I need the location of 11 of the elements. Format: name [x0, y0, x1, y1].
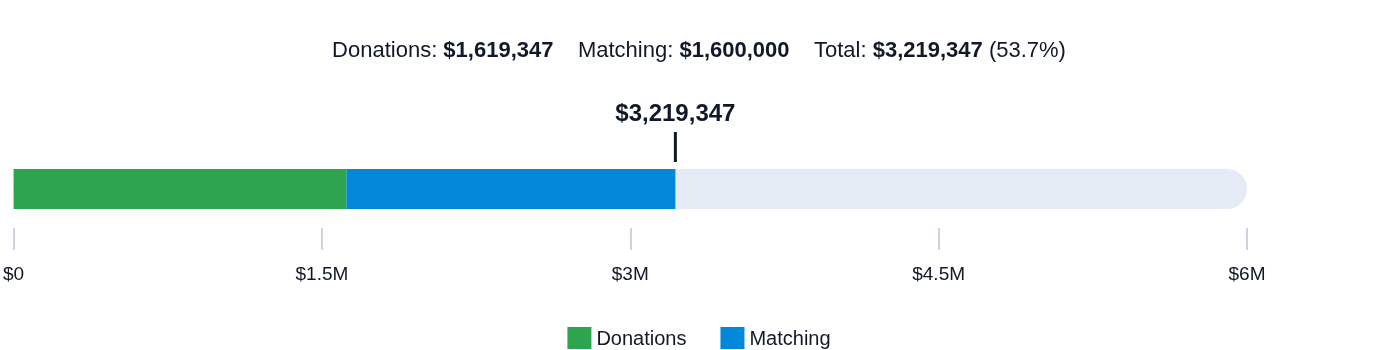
legend-label: Donations — [596, 327, 687, 349]
x-tick-label: $1.5M — [295, 263, 349, 284]
text: Matching: $1,600,000 — [577, 36, 790, 62]
text: Total: $3,219,347 (53.7%) — [813, 36, 1066, 62]
x-tick-label: $6M — [1228, 263, 1266, 284]
text: Donations: $1,619,347 — [332, 36, 554, 62]
x-tick-label: $3M — [611, 263, 649, 284]
x-tick-label: $4.5M — [912, 263, 966, 284]
ref-line-label: $3,219,347 — [615, 98, 736, 126]
legend-label: Matching — [749, 327, 831, 349]
x-tick-label: $0 — [3, 263, 25, 284]
